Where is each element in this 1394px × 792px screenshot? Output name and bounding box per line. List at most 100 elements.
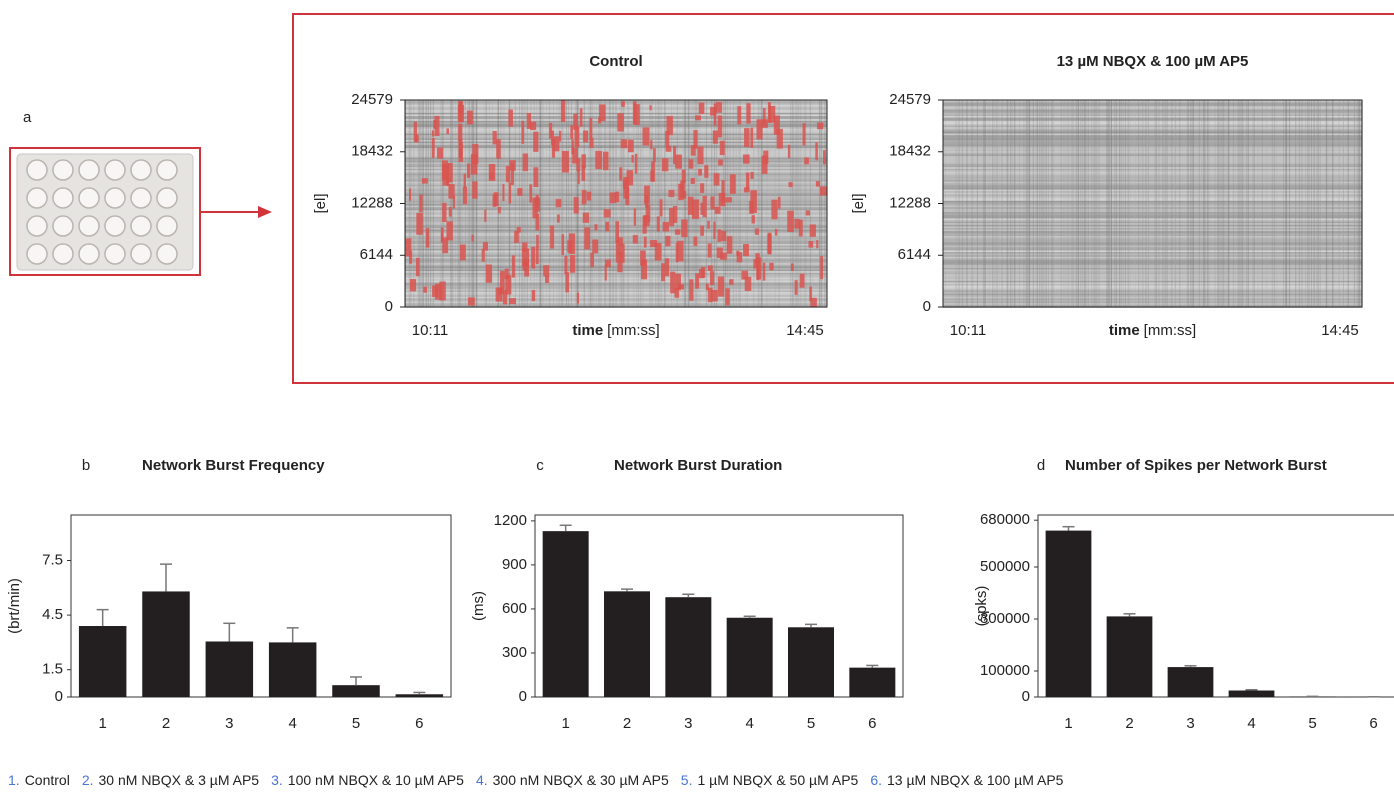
raster-noise: [1245, 100, 1247, 307]
raster-noise: [473, 100, 475, 307]
raster-row: [405, 276, 827, 278]
burst-block: [548, 122, 553, 139]
raster-row: [943, 232, 1362, 235]
highlight-frame: [292, 13, 1394, 384]
raster-noise: [504, 100, 506, 307]
raster-row: [405, 141, 827, 144]
raster-row: [405, 207, 827, 209]
raster-noise: [1044, 100, 1046, 307]
raster-noise: [1286, 100, 1287, 307]
burst-block: [496, 139, 501, 159]
raster-row: [405, 285, 827, 288]
raster-row: [943, 141, 1362, 144]
burst-block: [432, 285, 439, 297]
y-tick-label: 0: [519, 688, 527, 705]
burst-block: [751, 215, 755, 224]
burst-block: [602, 151, 609, 171]
raster-noise: [803, 100, 804, 307]
raster-noise: [1266, 100, 1268, 307]
x-tick-label: 2: [623, 715, 631, 732]
burst-block: [564, 255, 568, 275]
burst-block: [741, 270, 749, 280]
raster-row: [943, 282, 1362, 284]
raster-noise: [1143, 100, 1144, 307]
raster-row: [405, 303, 827, 305]
burst-block: [590, 252, 594, 268]
burst-block: [614, 191, 620, 203]
burst-block: [691, 199, 699, 219]
raster-row: [405, 116, 827, 118]
raster-noise: [1148, 100, 1149, 307]
raster-noise: [1353, 100, 1355, 307]
x-tick-label: 3: [1186, 715, 1194, 732]
burst-block: [550, 130, 554, 145]
burst-block: [569, 255, 576, 273]
raster-noise: [1133, 100, 1135, 307]
burst-block: [809, 224, 816, 237]
burst-block: [687, 196, 694, 215]
burst-block: [653, 148, 656, 163]
raster-noise: [418, 100, 420, 307]
burst-block: [650, 240, 657, 248]
y-tick-label: 680000: [980, 511, 1030, 528]
burst-block: [650, 170, 655, 182]
raster-noise: [998, 100, 1000, 307]
raster-noise: [591, 100, 593, 307]
raster-row: [943, 260, 1362, 262]
raster-row: [943, 263, 1362, 265]
burst-block: [447, 162, 453, 183]
raster-noise: [798, 100, 800, 307]
raster-noise: [1295, 100, 1296, 307]
burst-block: [617, 237, 623, 246]
raster-noise: [1238, 100, 1240, 307]
raster-row: [943, 220, 1362, 222]
raster-noise: [621, 100, 623, 307]
burst-block: [441, 233, 444, 242]
burst-block: [472, 144, 479, 164]
raster-noise: [1156, 100, 1158, 307]
raster-noise: [1053, 100, 1055, 307]
burst-block: [589, 137, 594, 149]
raster-noise: [1014, 100, 1016, 307]
raster-row: [943, 298, 1362, 300]
raster-noise: [957, 100, 959, 307]
raster-noise: [982, 100, 984, 307]
burst-block: [774, 228, 778, 236]
error-bar: [1123, 613, 1136, 617]
burst-block: [573, 113, 578, 130]
raster-row: [943, 228, 1362, 230]
raster-row: [943, 111, 1362, 113]
legend-number: 6.: [870, 772, 883, 788]
raster-noise: [518, 100, 520, 307]
raster-noise: [1097, 100, 1098, 307]
raster-noise: [977, 100, 978, 307]
raster-noise: [735, 100, 737, 307]
burst-block: [621, 101, 625, 107]
raster-noise: [676, 100, 678, 307]
raster-noise: [639, 100, 641, 307]
raster-noise: [605, 100, 607, 307]
raster-noise: [1001, 100, 1002, 307]
error-bar: [621, 588, 633, 592]
raster-row: [943, 239, 1362, 241]
raster-noise: [1223, 100, 1224, 307]
burst-block: [576, 292, 580, 304]
raster-row: [405, 173, 827, 176]
raster-row: [943, 144, 1362, 147]
burst-block: [736, 252, 743, 263]
burst-block: [620, 139, 628, 149]
raster-noise: [1205, 100, 1206, 307]
raster-noise: [732, 100, 734, 307]
raster-noise: [760, 100, 762, 307]
raster-row: [405, 148, 827, 150]
raster-row: [405, 154, 827, 156]
raster-noise: [410, 100, 411, 307]
raster-noise: [1325, 100, 1327, 307]
burst-block: [700, 202, 704, 215]
raster-noise: [1019, 100, 1021, 307]
raster-row: [405, 157, 827, 160]
raster-row: [943, 261, 1362, 264]
burst-block: [798, 219, 803, 237]
raster-noise: [1295, 100, 1297, 307]
raster-noise: [1201, 100, 1203, 307]
